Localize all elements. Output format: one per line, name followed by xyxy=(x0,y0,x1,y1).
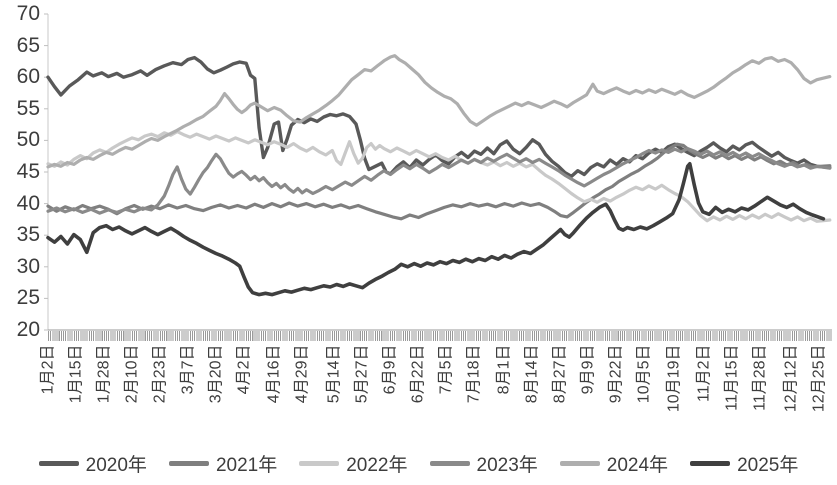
series-line-2025 xyxy=(46,162,826,297)
legend-label: 2020年 xyxy=(85,455,147,476)
y-axis-label: 45 xyxy=(16,160,40,183)
x-axis-label: 1月15日 xyxy=(67,344,84,403)
x-axis-label: 4月16日 xyxy=(265,344,283,403)
legend-label: 2025年 xyxy=(737,455,799,476)
x-axis-label: 3月7日 xyxy=(179,344,196,394)
legend-label: 2024年 xyxy=(606,455,669,476)
y-axis-label: 35 xyxy=(16,223,40,247)
plot-area xyxy=(44,13,832,331)
x-axis-label: 3月20日 xyxy=(207,344,224,403)
legend-swatch xyxy=(299,461,340,466)
y-axis-label: 40 xyxy=(16,191,40,215)
legend-swatch xyxy=(168,461,209,466)
y-axis-label: 25 xyxy=(16,286,40,310)
x-axis-label: 7月5日 xyxy=(437,344,455,394)
legend-item-2023: 2023年 xyxy=(429,450,538,477)
legend-item-2021: 2021年 xyxy=(168,450,278,477)
x-axis-label: 6月22日 xyxy=(409,344,427,403)
x-axis-tick-strip xyxy=(48,331,832,341)
x-axis-label: 12月25日 xyxy=(810,344,828,412)
y-axis-label: 65 xyxy=(16,33,40,57)
series-line-2020 xyxy=(46,55,832,179)
x-axis-label: 9月22日 xyxy=(607,344,625,403)
x-axis-label: 5月27日 xyxy=(353,344,371,403)
x-axis-label: 2月23日 xyxy=(151,344,168,403)
series-line-2023 xyxy=(46,147,832,215)
x-axis-label: 9月9日 xyxy=(579,344,597,394)
chart-legend: 2020年 2021年 2022年 2023年 2024年 2025年 xyxy=(0,450,837,477)
legend-label: 2022年 xyxy=(346,455,408,476)
x-axis-label: 2月10日 xyxy=(123,344,140,403)
legend-swatch xyxy=(38,461,79,466)
x-axis-label: 5月14日 xyxy=(325,344,343,403)
legend-swatch xyxy=(429,461,470,466)
x-axis-label: 11月2日 xyxy=(695,344,713,402)
legend-swatch xyxy=(690,461,731,466)
legend-label: 2021年 xyxy=(215,455,278,476)
y-axis-label: 50 xyxy=(16,128,40,152)
x-axis-label: 7月18日 xyxy=(465,344,483,403)
x-axis-label: 1月28日 xyxy=(95,344,112,403)
y-axis-label: 60 xyxy=(16,65,40,89)
x-axis-label: 8月1日 xyxy=(495,344,513,394)
legend-label: 2023年 xyxy=(476,455,538,476)
x-axis-label: 1月2日 xyxy=(39,344,56,394)
series-line-2022 xyxy=(46,130,832,223)
x-axis-label: 10月5日 xyxy=(635,344,653,403)
x-axis-label: 12月12日 xyxy=(782,344,800,412)
x-axis-label: 6月9日 xyxy=(381,344,399,394)
series-line-2024 xyxy=(46,54,832,169)
legend-item-2022: 2022年 xyxy=(299,450,408,477)
legend-swatch xyxy=(559,461,600,466)
series-line-2021 xyxy=(46,142,832,221)
x-axis-label: 8月14日 xyxy=(523,344,541,403)
x-axis-label: 8月27日 xyxy=(551,344,569,403)
legend-item-2025: 2025年 xyxy=(690,450,798,477)
legend-item-2020: 2020年 xyxy=(38,450,147,477)
x-axis-label: 10月19日 xyxy=(665,344,683,412)
x-axis-label: 4月29日 xyxy=(293,344,311,403)
y-axis-label: 30 xyxy=(16,254,40,278)
x-axis-label: 4月2日 xyxy=(235,344,252,394)
y-axis-label: 55 xyxy=(16,96,40,120)
x-axis-label: 11月28日 xyxy=(751,344,769,411)
legend-item-2024: 2024年 xyxy=(559,450,669,477)
x-axis-label: 11月15日 xyxy=(723,344,741,411)
y-axis-label: 20 xyxy=(16,318,40,341)
y-axis-label: 70 xyxy=(16,2,40,25)
